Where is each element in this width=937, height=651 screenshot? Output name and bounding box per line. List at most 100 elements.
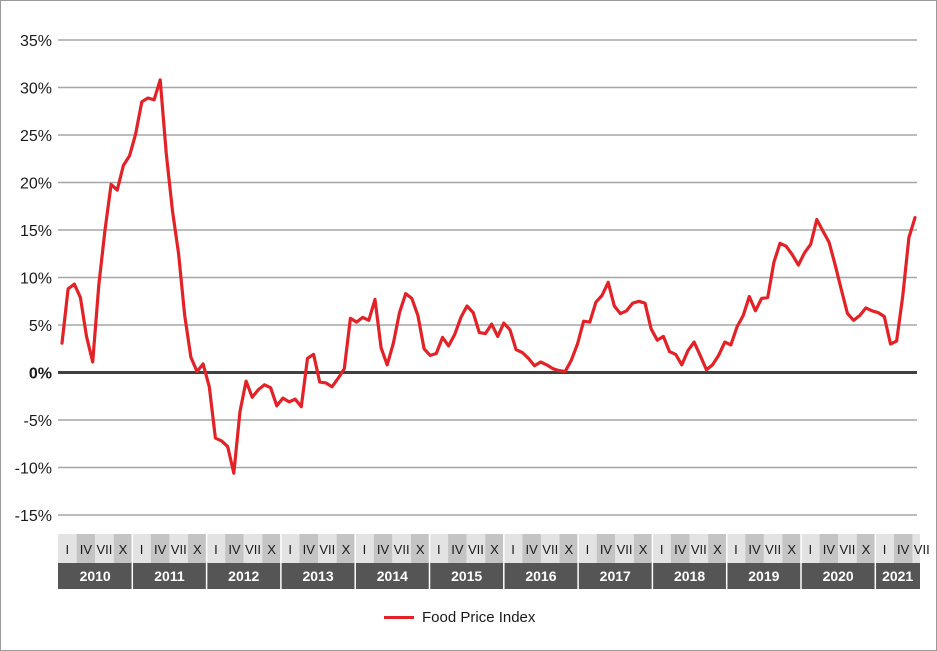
quarter-label: IV xyxy=(377,542,390,557)
year-label: 2015 xyxy=(451,568,482,584)
quarter-cell xyxy=(150,534,170,563)
quarter-cell xyxy=(689,534,709,563)
quarter-label: X xyxy=(267,542,276,557)
quarter-cell xyxy=(522,534,541,563)
quarter-label: IV xyxy=(154,542,167,557)
quarter-cell xyxy=(76,534,96,563)
quarter-cell xyxy=(578,534,597,563)
quarter-label: X xyxy=(342,542,351,557)
legend-label-food-price-index: Food Price Index xyxy=(422,609,536,626)
y-tick-label: 15% xyxy=(20,223,52,240)
year-cell xyxy=(503,563,579,589)
quarter-cell xyxy=(243,534,263,563)
quarter-label: VII xyxy=(96,542,112,557)
quarter-cell xyxy=(410,534,430,563)
year-label: 2014 xyxy=(377,568,408,584)
quarter-cell xyxy=(726,534,746,563)
quarter-cell xyxy=(633,534,653,563)
y-tick-label: -10% xyxy=(15,461,52,478)
quarter-label: VII xyxy=(691,542,707,557)
quarter-label: X xyxy=(416,542,425,557)
y-tick-label: -5% xyxy=(24,413,52,430)
quarter-cell xyxy=(708,534,727,563)
quarter-cell xyxy=(782,534,801,563)
quarter-cell xyxy=(745,534,764,563)
quarter-cell xyxy=(355,534,374,563)
quarter-cell xyxy=(856,534,876,563)
quarter-label: VII xyxy=(765,542,781,557)
y-tick-label: 35% xyxy=(20,33,52,50)
quarter-cell xyxy=(448,534,467,563)
quarter-cell xyxy=(225,534,244,563)
quarter-cell xyxy=(429,534,449,563)
quarter-cell xyxy=(336,534,356,563)
series-line-0 xyxy=(60,78,917,475)
quarter-cell xyxy=(893,534,913,563)
year-cell xyxy=(652,563,727,589)
quarter-cell xyxy=(503,534,523,563)
y-tick-label: 25% xyxy=(20,128,52,145)
legend-swatch-food-price-index xyxy=(384,616,414,619)
y-tick-label: 10% xyxy=(20,271,52,288)
year-label: 2019 xyxy=(748,568,779,584)
y-axis-ticks: 35% 30% 25% 20% 15% 10% 5% 0% -5% -10% -15% xyxy=(15,33,52,525)
quarter-cell xyxy=(652,534,671,563)
quarter-label: I xyxy=(660,542,664,557)
quarter-cell xyxy=(596,534,616,563)
quarter-cell xyxy=(392,534,411,563)
year-label: 2017 xyxy=(600,568,631,584)
quarter-cell xyxy=(763,534,783,563)
quarter-label: X xyxy=(862,542,871,557)
y-tick-label: -15% xyxy=(15,508,52,525)
quarter-label: VII xyxy=(394,542,410,557)
quarter-label: VII xyxy=(245,542,261,557)
quarter-label: I xyxy=(734,542,738,557)
quarter-label: X xyxy=(193,542,202,557)
quarter-label: I xyxy=(437,542,441,557)
year-cell xyxy=(726,563,801,589)
quarter-cell xyxy=(819,534,839,563)
year-label: 2016 xyxy=(525,568,556,584)
quarter-label: VII xyxy=(319,542,335,557)
quarter-label: X xyxy=(787,542,796,557)
y-tick-label: 0% xyxy=(29,366,52,383)
quarter-label: VII xyxy=(839,542,855,557)
quarter-cell xyxy=(875,534,894,563)
quarter-cell xyxy=(912,534,920,563)
quarter-cell xyxy=(318,534,337,563)
quarter-cell xyxy=(299,534,319,563)
quarter-label: I xyxy=(65,542,69,557)
year-cell xyxy=(875,563,920,589)
year-label: 2021 xyxy=(882,568,913,584)
quarter-label: VII xyxy=(542,542,558,557)
quarter-label: I xyxy=(140,542,144,557)
quarter-label: IV xyxy=(228,542,241,557)
quarter-label: VII xyxy=(617,542,633,557)
quarter-cell xyxy=(373,534,393,563)
year-cell xyxy=(132,563,207,589)
year-label: 2013 xyxy=(302,568,333,584)
y-tick-label: 5% xyxy=(29,318,52,335)
quarter-label: VII xyxy=(171,542,187,557)
quarter-cell xyxy=(262,534,281,563)
quarter-label: X xyxy=(713,542,722,557)
quarter-label: IV xyxy=(80,542,93,557)
year-label: 2011 xyxy=(154,568,185,584)
quarter-label: IV xyxy=(823,542,836,557)
year-cell xyxy=(429,563,504,589)
quarter-label: I xyxy=(214,542,218,557)
quarter-label: I xyxy=(511,542,515,557)
year-cell xyxy=(58,563,133,589)
year-cell xyxy=(801,563,876,589)
year-cell xyxy=(280,563,356,589)
quarter-label: IV xyxy=(303,542,316,557)
year-label: 2012 xyxy=(228,568,259,584)
year-label: 2018 xyxy=(674,568,705,584)
quarter-cell xyxy=(113,534,133,563)
year-label: 2010 xyxy=(80,568,111,584)
quarter-label: I xyxy=(883,542,887,557)
quarter-cell xyxy=(280,534,300,563)
quarter-cell xyxy=(801,534,820,563)
year-cell xyxy=(355,563,430,589)
